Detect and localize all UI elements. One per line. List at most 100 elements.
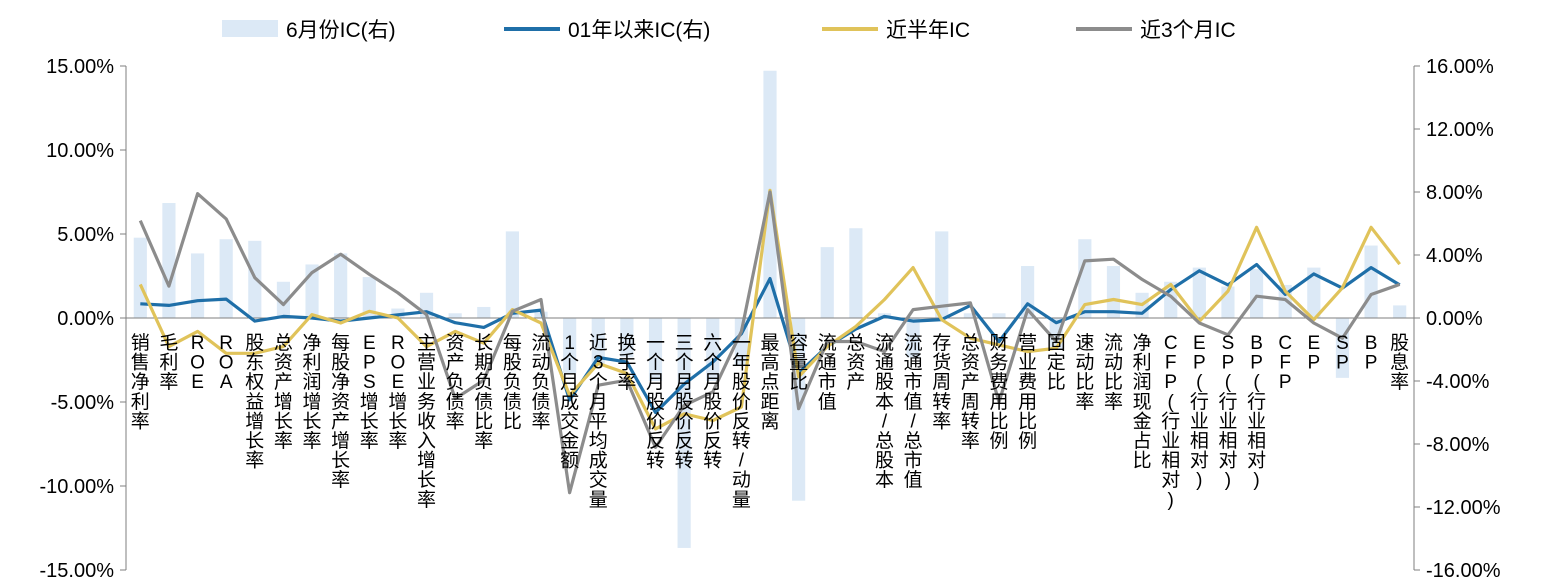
- bar-7: [334, 253, 348, 318]
- bar-17: [620, 318, 634, 358]
- bar-5: [276, 281, 291, 318]
- category-label: 一年股价反转/动量: [732, 333, 751, 511]
- right-tick-label: -4.00%: [1426, 371, 1490, 393]
- bar-0: [133, 237, 147, 318]
- axes: -15.00% -10.00% -5.00% 0.00% 5.00% 10.00% 15.0…: [40, 56, 1501, 582]
- bar-33: [1078, 239, 1092, 318]
- right-tick-label: -12.00%: [1426, 497, 1501, 519]
- right-tick-label: 4.00%: [1426, 245, 1483, 267]
- category-label: 固定比: [1047, 333, 1066, 393]
- right-tick-label: 0.00%: [1426, 308, 1483, 330]
- category-label: 长期负债比率: [474, 332, 493, 452]
- category-label: 最高点距离: [760, 333, 779, 432]
- bar-9: [391, 308, 405, 318]
- bar-24: [820, 247, 834, 318]
- legend: 6月份IC(右) 01年以来IC(右) 近半年IC 近3个月IC: [222, 19, 1236, 42]
- bar-1: [162, 203, 176, 318]
- bar-37: [1192, 267, 1206, 318]
- left-tick-label: 15.00%: [46, 56, 114, 78]
- category-label: 1 个月成交金额: [560, 333, 579, 472]
- category-label: 总资产增长率: [274, 332, 293, 452]
- legend-label: 近3个月IC: [1140, 19, 1236, 42]
- bar-12: [477, 306, 491, 318]
- bar-25: [849, 228, 863, 318]
- category-label: 存货周转率: [932, 332, 951, 432]
- right-tick-label: 8.00%: [1426, 182, 1483, 204]
- category-label: 销售净利率: [131, 332, 150, 432]
- bar-34: [1106, 266, 1121, 318]
- left-tick-label: 10.00%: [46, 140, 114, 162]
- category-label: 每股净资产增长率: [331, 332, 350, 491]
- right-tick-label: -8.00%: [1426, 434, 1490, 456]
- series-line-1: [138, 188, 1401, 431]
- line-series: [138, 188, 1401, 495]
- bar-16: [591, 318, 605, 366]
- bar-3: [219, 239, 233, 318]
- bar-39: [1249, 269, 1264, 318]
- left-tick-label: -15.00%: [40, 560, 115, 582]
- bar-29: [963, 313, 977, 318]
- category-label: 总资产: [846, 332, 865, 393]
- category-label: 主营业务收入增长率: [417, 332, 436, 511]
- category-label: 流通股本/总股本: [875, 332, 894, 491]
- left-tick-label: -10.00%: [40, 476, 115, 498]
- category-label: 流动比率: [1104, 332, 1123, 413]
- legend-label: 01年以来IC(右): [568, 19, 710, 42]
- category-label: 六个月股价反转: [703, 332, 722, 472]
- bar-27: [906, 318, 920, 358]
- category-label: 财务费用比例: [989, 332, 1008, 452]
- category-label: 三个月股价反转: [675, 333, 694, 472]
- category-label: 营业费用比例: [1018, 332, 1037, 452]
- category-label: R O E 增长率: [388, 333, 407, 452]
- legend-label: 6月份IC(右): [286, 19, 396, 42]
- bar-30: [992, 313, 1006, 318]
- bar-8: [362, 277, 376, 318]
- category-label: 一个月股价反转: [646, 333, 665, 472]
- left-tick-label: -5.00%: [51, 392, 115, 414]
- bar-series: [133, 70, 1407, 548]
- category-label: 总资产周转率: [961, 332, 980, 452]
- right-tick-label: 16.00%: [1426, 56, 1494, 78]
- bar-18: [648, 318, 663, 381]
- category-label: 速动比率: [1075, 332, 1094, 413]
- bar-28: [935, 231, 949, 318]
- bar-41: [1307, 267, 1321, 318]
- right-tick-label: -16.00%: [1426, 560, 1501, 582]
- category-label: 毛利率: [159, 332, 178, 393]
- bar-43: [1364, 245, 1378, 318]
- category-label: 资产负债率: [446, 332, 465, 432]
- category-label: 流动负债率: [532, 332, 551, 432]
- category-label: 流通市值/总市值: [904, 332, 923, 491]
- bar-2: [190, 253, 205, 318]
- category-label: C F P (行业相对): [1161, 333, 1180, 511]
- category-label: 净利润增长率: [303, 332, 322, 452]
- left-tick-label: 0.00%: [57, 308, 114, 330]
- series-line-2: [138, 190, 1401, 495]
- bar-19: [677, 318, 691, 548]
- bar-44: [1393, 305, 1407, 318]
- category-label: S P (行业相对): [1218, 333, 1237, 491]
- category-label: B P (行业相对): [1247, 333, 1266, 491]
- bar-15: [563, 318, 577, 374]
- category-label: 股息率: [1390, 333, 1409, 393]
- category-label: E P (行业相对): [1190, 333, 1209, 491]
- category-label: E P S 增长率: [360, 333, 379, 452]
- right-tick-label: 12.00%: [1426, 119, 1494, 141]
- category-label: 股东权益增长率: [245, 333, 264, 472]
- left-tick-label: 5.00%: [57, 224, 114, 246]
- bar-13: [505, 231, 519, 318]
- category-label: 容量比: [789, 332, 808, 393]
- category-label: 流通市值: [818, 332, 837, 413]
- category-label: 近 3 个月平均成交量: [589, 332, 608, 511]
- legend-swatch-bar: [222, 20, 278, 37]
- legend-label: 近半年IC: [886, 19, 970, 42]
- category-label: 换手率: [617, 332, 636, 393]
